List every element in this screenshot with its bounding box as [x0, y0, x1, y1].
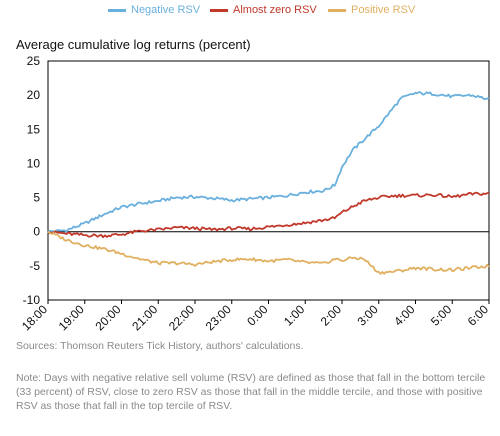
- legend-label-almost-zero-rsv: Almost zero RSV: [233, 4, 317, 16]
- legend-swatch-negative-rsv: [108, 8, 126, 12]
- legend-item-positive-rsv: Positive RSV: [328, 4, 415, 16]
- x-tick-label: 20:00: [92, 302, 123, 333]
- y-tick-label: 5: [33, 191, 40, 205]
- series-line-almost-zero-rsv: [47, 191, 490, 239]
- x-tick-label: 2:00: [318, 302, 345, 329]
- x-tick-label: 21:00: [129, 302, 160, 333]
- y-tick-label: -10: [23, 293, 41, 307]
- x-tick-label: 3:00: [354, 302, 381, 329]
- y-tick-label: 25: [27, 54, 41, 68]
- x-tick-label: 4:00: [391, 302, 418, 329]
- y-tick-label: 0: [33, 225, 40, 239]
- y-tick-label: -5: [29, 259, 40, 273]
- y-axis-label: Average cumulative log returns (percent): [16, 37, 251, 52]
- footnote: Note: Days with negative relative sell v…: [16, 372, 486, 412]
- y-tick-label: 15: [27, 122, 41, 136]
- y-tick-label: 20: [27, 88, 41, 102]
- x-tick-label: 23:00: [203, 302, 234, 333]
- source-note: Sources: Thomson Reuters Tick History, a…: [16, 340, 304, 352]
- legend-item-almost-zero-rsv: Almost zero RSV: [210, 4, 317, 16]
- legend-swatch-almost-zero-rsv: [210, 8, 228, 12]
- legend-label-positive-rsv: Positive RSV: [351, 4, 416, 16]
- series-line-positive-rsv: [47, 230, 490, 275]
- plot-frame: [47, 60, 490, 301]
- x-tick-label: 6:00: [465, 302, 492, 329]
- x-tick-label: 1:00: [281, 302, 308, 329]
- x-tick-label: 22:00: [166, 302, 197, 333]
- x-tick-label: 0:00: [244, 302, 271, 329]
- legend-swatch-positive-rsv: [328, 8, 346, 12]
- legend-item-negative-rsv: Negative RSV: [108, 4, 200, 16]
- x-tick-label: 19:00: [56, 302, 87, 333]
- legend-label-negative-rsv: Negative RSV: [131, 4, 201, 16]
- x-tick-label: 5:00: [428, 302, 455, 329]
- series-line-negative-rsv: [47, 91, 490, 233]
- chart-legend: Negative RSV Almost zero RSV Positive RS…: [0, 4, 500, 20]
- y-tick-label: 10: [27, 156, 41, 170]
